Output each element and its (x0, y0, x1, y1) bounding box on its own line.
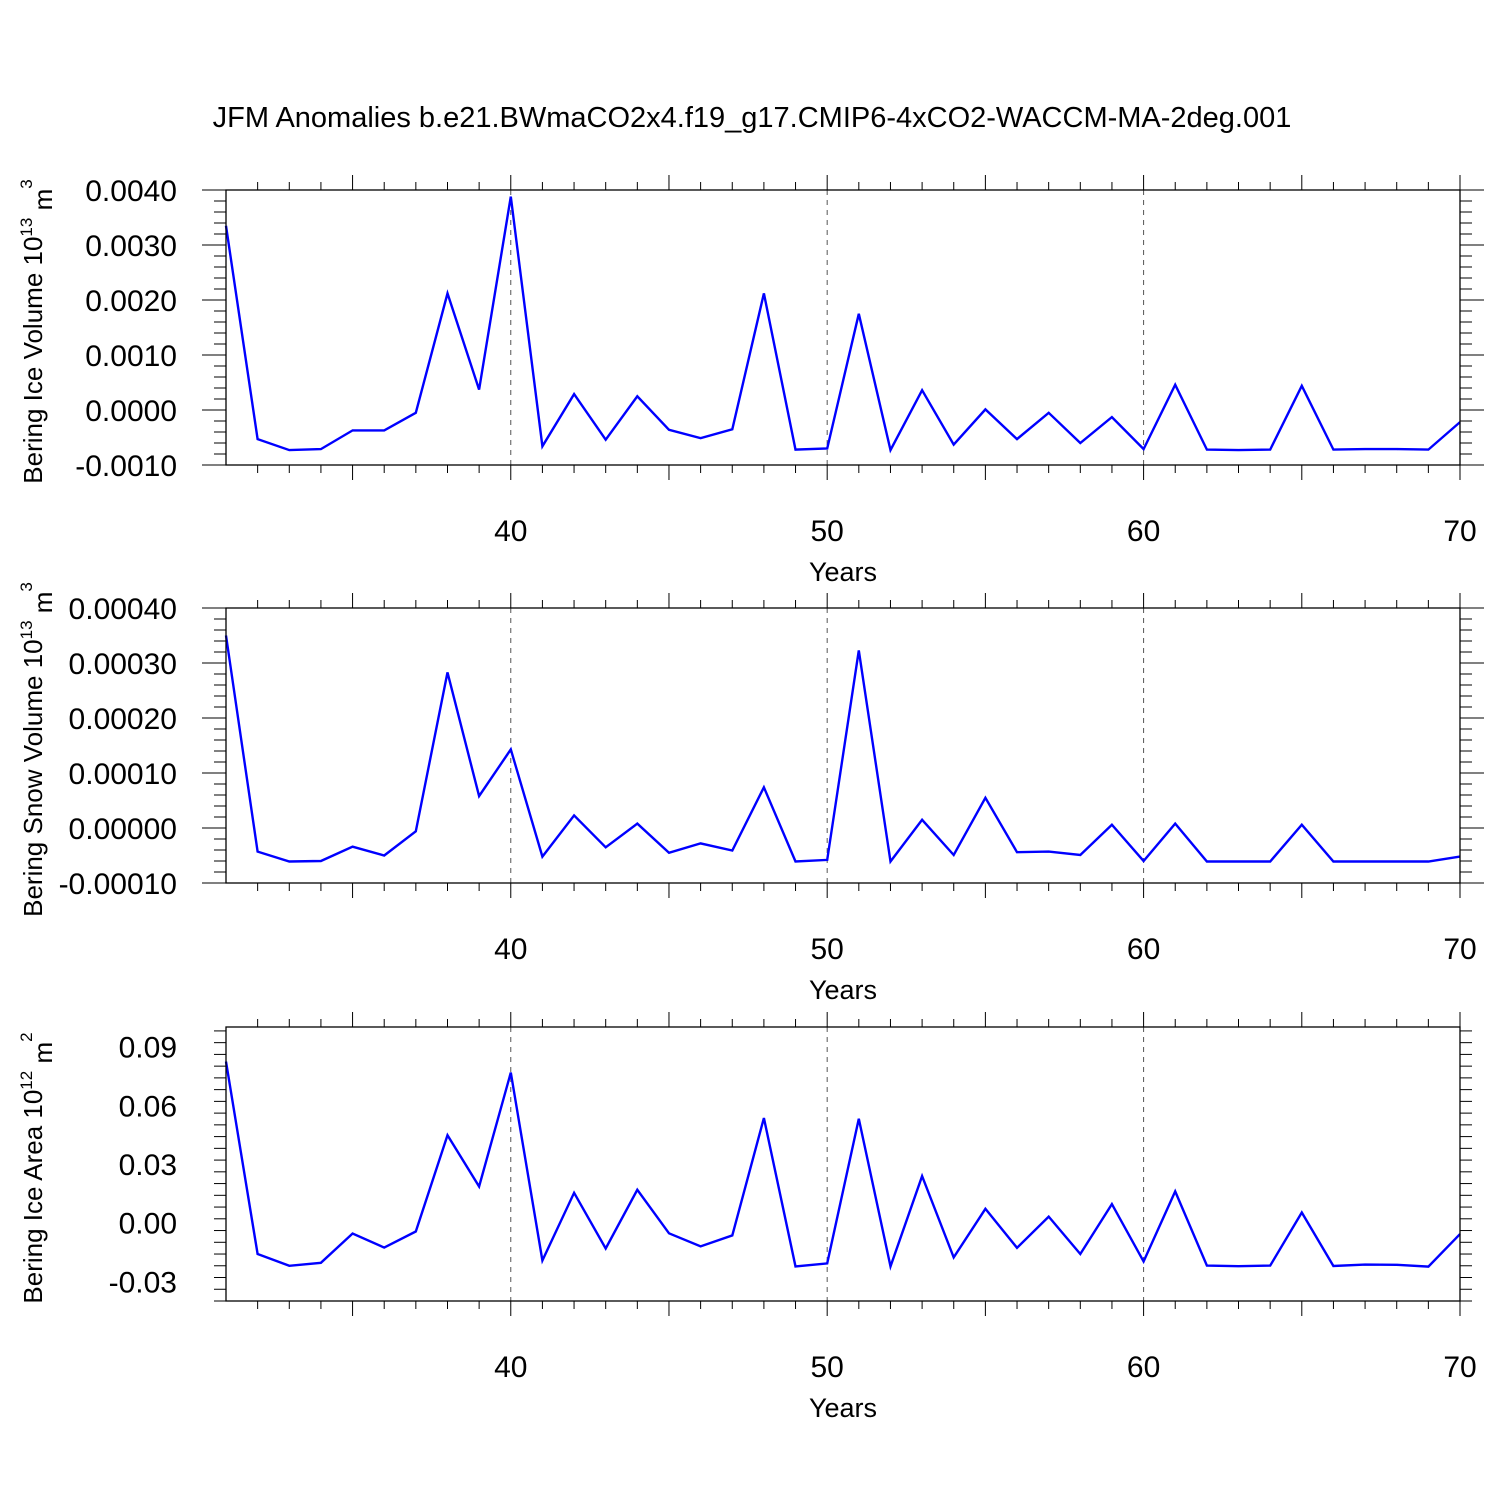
x-tick-label: 40 (494, 933, 527, 966)
y-tick-label: -0.03 (109, 1266, 177, 1299)
y-tick-label: 0.0010 (85, 340, 177, 373)
y-axis-label-ylabel_main: Bering Ice Volume 10 (18, 237, 48, 484)
x-axis-label: Years (809, 975, 877, 1005)
x-tick-label: 60 (1127, 933, 1160, 966)
y-axis-label-ylabel_exp2: 3 (17, 582, 36, 591)
y-tick-label: 0.00000 (69, 813, 177, 846)
y-axis-label-ylabel_exp1: 13 (17, 620, 36, 639)
y-axis-label-ylabel_unit: m (28, 1042, 58, 1071)
y-tick-label: -0.00010 (59, 868, 177, 901)
x-tick-label: 40 (494, 1351, 527, 1384)
figure-title: JFM Anomalies b.e21.BWmaCO2x4.f19_g17.CM… (213, 102, 1292, 134)
y-tick-label: 0.00020 (69, 703, 177, 736)
y-axis-label-ylabel_unit: m (28, 189, 58, 218)
x-tick-label: 60 (1127, 1351, 1160, 1384)
plot-frame (225, 607, 1461, 884)
x-axis-label: Years (809, 1393, 877, 1423)
plot-frame (225, 189, 1461, 466)
y-tick-label: 0.00040 (69, 593, 177, 626)
x-axis-label: Years (809, 557, 877, 587)
y-axis-label: Bering Snow Volume 1013 m3 (17, 582, 58, 917)
x-tick-label: 50 (810, 515, 843, 548)
x-tick-label: 40 (494, 515, 527, 548)
x-tick-label: 50 (810, 933, 843, 966)
y-axis-label: Bering Ice Volume 1013 m3 (17, 179, 58, 483)
chart-panel-2: 40 50 60 70 Years -0.00010 0.00000 0.00010 0.000… (17, 582, 1484, 1005)
series-line-bering-ice-area (224, 1061, 1461, 1271)
y-axis-label: Bering Ice Area 1012 m2 (17, 1032, 58, 1303)
y-tick-label: 0.00030 (69, 648, 177, 681)
x-tick-label: 70 (1443, 933, 1476, 966)
y-axis-label-ylabel_main: Bering Snow Volume 10 (18, 639, 48, 917)
series-line-bering-ice-volume (224, 196, 1461, 454)
plot-frame (225, 1026, 1461, 1302)
y-tick-label: 0.0030 (85, 230, 177, 263)
x-tick-label: 60 (1127, 515, 1160, 548)
y-axis-label-ylabel_exp2: 2 (17, 1032, 36, 1041)
y-tick-label: 0.03 (119, 1149, 177, 1182)
series-line-bering-snow-volume (224, 635, 1461, 865)
y-tick-label: 0.00 (119, 1208, 177, 1241)
x-tick-label: 50 (810, 1351, 843, 1384)
y-tick-label: 0.0040 (85, 175, 177, 208)
x-tick-label: 70 (1443, 1351, 1476, 1384)
y-axis-label-ylabel_main: Bering Ice Area 10 (18, 1090, 48, 1304)
y-tick-label: 0.09 (119, 1032, 177, 1065)
x-tick-label: 70 (1443, 515, 1476, 548)
y-tick-label: 0.00010 (69, 758, 177, 791)
y-axis-label-ylabel_exp2: 3 (17, 179, 36, 188)
chart-panel-1: 40 50 60 70 Years -0.0010 0.0000 0.0010 0.0020 0.… (17, 175, 1484, 587)
y-tick-label: 0.0020 (85, 285, 177, 318)
y-axis-label-ylabel_unit: m (28, 592, 58, 621)
panels: 40 50 60 70 Years -0.0010 0.0000 0.0010 0.0020 0.… (17, 175, 1484, 1423)
y-axis-label-ylabel_exp1: 13 (17, 218, 36, 237)
y-axis-label-ylabel_exp1: 12 (17, 1071, 36, 1090)
y-tick-label: -0.0010 (75, 450, 177, 483)
y-tick-label: 0.06 (119, 1090, 177, 1123)
y-tick-label: 0.0000 (85, 395, 177, 428)
chart-panel-3: 40 50 60 70 Years -0.03 0.00 0.03 0.06 0.09 Bering… (17, 1012, 1477, 1423)
